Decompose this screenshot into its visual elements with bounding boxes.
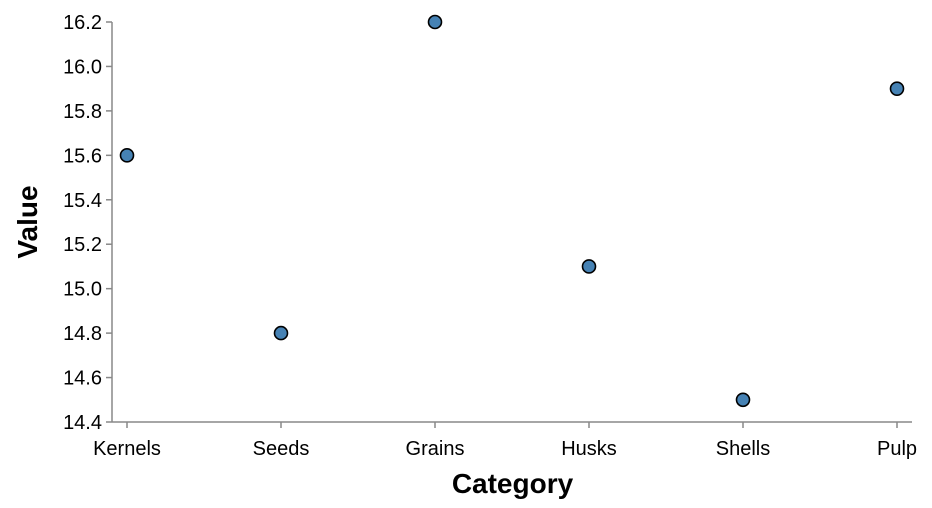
x-axis-ticks: Kernels Seeds Grains Husks Shells Pulp xyxy=(93,422,917,460)
axes: 14.4 14.6 14.8 15.0 15.2 15.4 15.6 15.8 16.0 16.2… xyxy=(63,12,917,460)
x-tick-label: Kernels xyxy=(93,438,161,460)
y-tick-label: 14.4 xyxy=(63,412,102,434)
data-point-seeds xyxy=(273,325,289,341)
x-tick-label: Pulp xyxy=(877,438,917,460)
y-tick-label: 15.0 xyxy=(63,279,102,301)
x-axis-title: Category xyxy=(452,468,574,499)
data-point-husks xyxy=(581,259,597,274)
data-point-pulp xyxy=(889,81,905,96)
y-tick-label: 14.6 xyxy=(63,368,102,390)
y-tick-label: 15.2 xyxy=(63,234,102,256)
y-tick-label: 15.4 xyxy=(63,190,102,212)
data-points xyxy=(119,14,905,408)
x-tick-label: Husks xyxy=(561,438,617,460)
x-tick-label: Seeds xyxy=(253,438,310,460)
x-tick-label: Shells xyxy=(716,438,770,460)
data-point-shells xyxy=(735,392,751,408)
data-point-grains xyxy=(427,14,443,30)
x-tick-label: Grains xyxy=(406,438,465,460)
y-tick-label: 16.0 xyxy=(63,56,102,78)
data-point-kernels xyxy=(119,148,135,163)
y-tick-label: 15.6 xyxy=(63,145,102,167)
y-axis-ticks: 14.4 14.6 14.8 15.0 15.2 15.4 15.6 15.8 16.0 16.2 xyxy=(63,12,112,434)
y-tick-label: 15.8 xyxy=(63,101,102,123)
y-tick-label: 14.8 xyxy=(63,323,102,345)
y-tick-label: 16.2 xyxy=(63,12,102,34)
y-axis-title: Value xyxy=(12,185,43,258)
